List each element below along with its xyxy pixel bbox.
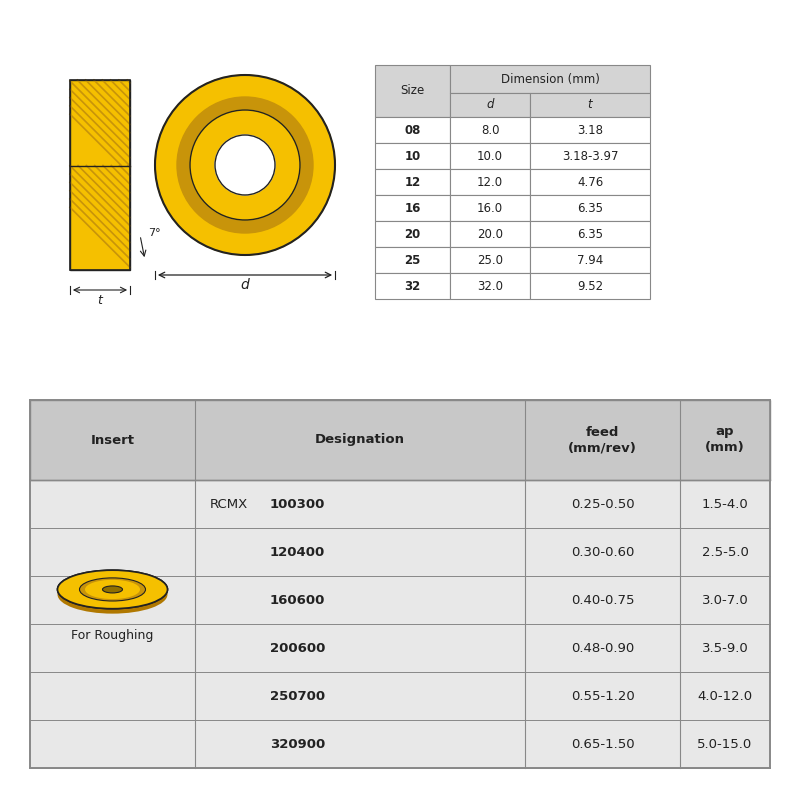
Bar <box>530 247 650 273</box>
Text: 8.0: 8.0 <box>481 123 499 137</box>
Bar <box>450 65 650 93</box>
Text: ap
(mm): ap (mm) <box>705 426 745 454</box>
Circle shape <box>215 135 275 195</box>
Text: Designation: Designation <box>315 434 405 446</box>
Ellipse shape <box>58 570 167 609</box>
Text: 25.0: 25.0 <box>477 254 503 266</box>
Text: RCMX: RCMX <box>210 498 248 510</box>
Bar <box>375 273 450 299</box>
Bar <box>530 195 650 221</box>
Bar <box>70 80 130 270</box>
Text: 3.5-9.0: 3.5-9.0 <box>702 642 748 654</box>
Text: 25: 25 <box>404 254 421 266</box>
Text: For Roughing: For Roughing <box>71 629 154 642</box>
Text: 0.25-0.50: 0.25-0.50 <box>570 498 634 510</box>
Circle shape <box>177 97 313 233</box>
Text: 08: 08 <box>404 123 421 137</box>
Text: 160600: 160600 <box>270 594 326 606</box>
Text: 0.30-0.60: 0.30-0.60 <box>571 546 634 558</box>
Text: 1.5-4.0: 1.5-4.0 <box>702 498 748 510</box>
Circle shape <box>190 110 300 220</box>
Text: 10.0: 10.0 <box>477 150 503 162</box>
Text: 120400: 120400 <box>270 546 326 558</box>
Bar <box>530 221 650 247</box>
Text: 7°: 7° <box>148 228 161 238</box>
Text: 6.35: 6.35 <box>577 202 603 214</box>
Bar <box>450 195 530 221</box>
Text: 250700: 250700 <box>270 690 325 702</box>
Text: Size: Size <box>400 85 425 98</box>
Bar <box>450 273 530 299</box>
Bar <box>530 117 650 143</box>
Ellipse shape <box>85 580 140 599</box>
Text: feed
(mm/rev): feed (mm/rev) <box>568 426 637 454</box>
Bar <box>375 169 450 195</box>
Text: 12: 12 <box>404 175 421 189</box>
Bar <box>375 117 450 143</box>
Text: 9.52: 9.52 <box>577 279 603 293</box>
Text: 10: 10 <box>404 150 421 162</box>
Text: 16: 16 <box>404 202 421 214</box>
Bar <box>30 400 770 768</box>
Bar <box>530 273 650 299</box>
Text: 0.40-0.75: 0.40-0.75 <box>570 594 634 606</box>
Bar <box>530 143 650 169</box>
Bar <box>375 143 450 169</box>
Bar <box>530 169 650 195</box>
Circle shape <box>155 75 335 255</box>
Text: 4.0-12.0: 4.0-12.0 <box>698 690 753 702</box>
Ellipse shape <box>79 578 146 601</box>
Text: 12.0: 12.0 <box>477 175 503 189</box>
Text: 32.0: 32.0 <box>477 279 503 293</box>
Text: 2.5-5.0: 2.5-5.0 <box>702 546 749 558</box>
Text: t: t <box>98 294 102 307</box>
Ellipse shape <box>58 575 167 614</box>
Bar <box>450 221 530 247</box>
Bar <box>70 80 130 270</box>
Text: 0.55-1.20: 0.55-1.20 <box>570 690 634 702</box>
Ellipse shape <box>58 570 167 609</box>
Bar <box>450 247 530 273</box>
Text: Insert: Insert <box>90 434 134 446</box>
Bar <box>450 143 530 169</box>
Ellipse shape <box>102 586 122 593</box>
Text: 4.76: 4.76 <box>577 175 603 189</box>
Text: 0.65-1.50: 0.65-1.50 <box>570 738 634 750</box>
Text: 5.0-15.0: 5.0-15.0 <box>698 738 753 750</box>
Text: 0.48-0.90: 0.48-0.90 <box>571 642 634 654</box>
Text: 7.94: 7.94 <box>577 254 603 266</box>
Text: 16.0: 16.0 <box>477 202 503 214</box>
Text: 3.18: 3.18 <box>577 123 603 137</box>
Text: 3.0-7.0: 3.0-7.0 <box>702 594 748 606</box>
Bar <box>375 65 450 117</box>
Bar <box>450 117 530 143</box>
Text: d: d <box>241 278 250 292</box>
Text: t: t <box>588 98 592 111</box>
Text: 200600: 200600 <box>270 642 326 654</box>
Text: 3.18-3.97: 3.18-3.97 <box>562 150 618 162</box>
Bar <box>375 247 450 273</box>
Text: 6.35: 6.35 <box>577 227 603 241</box>
Bar <box>30 400 770 480</box>
Bar <box>375 195 450 221</box>
Bar <box>450 93 530 117</box>
Text: 32: 32 <box>404 279 421 293</box>
Bar <box>375 221 450 247</box>
Text: 100300: 100300 <box>270 498 326 510</box>
Text: Dimension (mm): Dimension (mm) <box>501 73 599 86</box>
Text: 20.0: 20.0 <box>477 227 503 241</box>
Bar <box>530 93 650 117</box>
Text: 320900: 320900 <box>270 738 326 750</box>
Text: 20: 20 <box>404 227 421 241</box>
Text: d: d <box>486 98 494 111</box>
Bar <box>450 169 530 195</box>
